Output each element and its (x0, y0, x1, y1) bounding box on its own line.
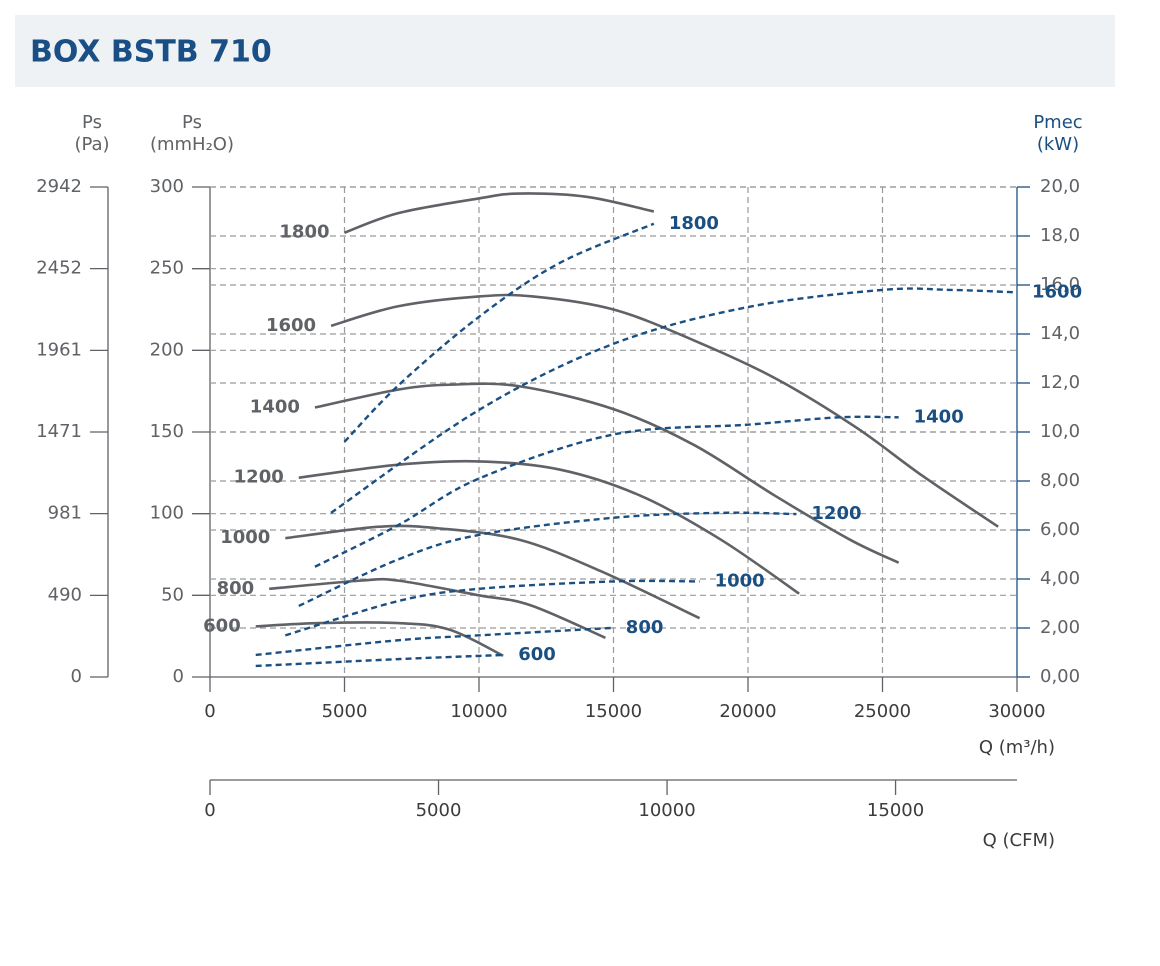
x2-tick-label: 0 (204, 800, 215, 821)
pressure-curve (255, 621, 504, 657)
power-curve (298, 511, 797, 608)
series-label: 1200 (811, 503, 861, 524)
series-label: 1800 (279, 222, 329, 243)
series-label: 800 (626, 617, 664, 638)
series-label: 600 (518, 644, 556, 665)
series-label: 1800 (669, 213, 719, 234)
power-curve (330, 287, 1018, 514)
y2-tick-label: 10,0 (1040, 421, 1080, 442)
power-curve (255, 653, 504, 668)
x2-tick-label: 5000 (416, 800, 462, 821)
series-label: 800 (217, 578, 255, 599)
axis-label: Ps (182, 112, 202, 133)
series-label: 1600 (1032, 281, 1082, 302)
x2-tick-label: 10000 (638, 800, 695, 821)
series-label: 1600 (266, 315, 316, 336)
axis-label: (kW) (1037, 134, 1079, 155)
pressure-curve (269, 577, 606, 639)
series-label: 1200 (234, 467, 284, 488)
y2-tick-label: 14,0 (1040, 323, 1080, 344)
pressure-curve (330, 293, 999, 528)
x-tick-label: 10000 (450, 701, 507, 722)
y2-tick-label: 16,0 (1040, 274, 1080, 295)
power-curve (314, 415, 899, 568)
y2-tick-label: 2,00 (1040, 617, 1080, 638)
y-tick-label: 50 (161, 584, 184, 605)
y2-tick-label: 8,00 (1040, 470, 1080, 491)
y-tick-label: 2452 (36, 258, 82, 279)
axis-label: Pmec (1033, 112, 1082, 133)
y2-tick-label: 18,0 (1040, 225, 1080, 246)
axis-label: Ps (82, 112, 102, 133)
power-curve (255, 626, 611, 657)
x-tick-label: 15000 (585, 701, 642, 722)
header-band (15, 15, 1115, 87)
x-tick-label: 30000 (988, 701, 1045, 722)
y2-tick-label: 6,00 (1040, 519, 1080, 540)
y2-tick-label: 4,00 (1040, 568, 1080, 589)
series-label: 1000 (220, 527, 270, 548)
power-curve (284, 579, 700, 637)
axis-label: Q (CFM) (983, 830, 1055, 851)
x-tick-label: 5000 (322, 701, 368, 722)
y-tick-label: 1471 (36, 421, 82, 442)
y-tick-label: 490 (48, 584, 82, 605)
x-tick-label: 20000 (719, 701, 776, 722)
axis-label: (Pa) (74, 134, 109, 155)
series-label: 1400 (250, 397, 300, 418)
series-label: 1400 (914, 406, 964, 427)
chart-title: BOX BSTB 710 (30, 35, 272, 70)
y-tick-label: 2942 (36, 176, 82, 197)
series-label: 600 (203, 615, 241, 636)
y-tick-label: 300 (150, 176, 184, 197)
pressure-curve (344, 192, 655, 234)
pressure-curve (314, 382, 900, 564)
y-tick-label: 0 (173, 666, 184, 687)
y-tick-label: 200 (150, 339, 184, 360)
axis-label: (mmH₂O) (150, 134, 234, 155)
x-tick-label: 25000 (854, 701, 911, 722)
y-tick-label: 1961 (36, 339, 82, 360)
axis-label: Q (m³/h) (979, 737, 1055, 758)
y-tick-label: 100 (150, 503, 184, 524)
pressure-curve (285, 524, 701, 620)
y-tick-label: 0 (71, 666, 82, 687)
x2-tick-label: 15000 (867, 800, 924, 821)
y-tick-label: 250 (150, 258, 184, 279)
y2-tick-label: 12,0 (1040, 372, 1080, 393)
series-label: 1000 (715, 570, 765, 591)
y-tick-label: 981 (48, 503, 82, 524)
x-tick-label: 0 (204, 701, 215, 722)
y2-tick-label: 0,00 (1040, 666, 1080, 687)
power-curve (343, 222, 655, 443)
y2-tick-label: 20,0 (1040, 176, 1080, 197)
y-tick-label: 150 (150, 421, 184, 442)
